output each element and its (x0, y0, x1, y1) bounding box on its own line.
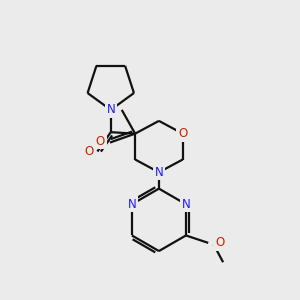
Text: O: O (84, 145, 94, 158)
Text: O: O (215, 236, 224, 249)
Text: O: O (96, 135, 105, 148)
Text: O: O (178, 127, 187, 140)
Text: N: N (182, 198, 190, 211)
Text: N: N (106, 103, 115, 116)
Text: N: N (154, 166, 163, 179)
Text: N: N (128, 198, 136, 211)
